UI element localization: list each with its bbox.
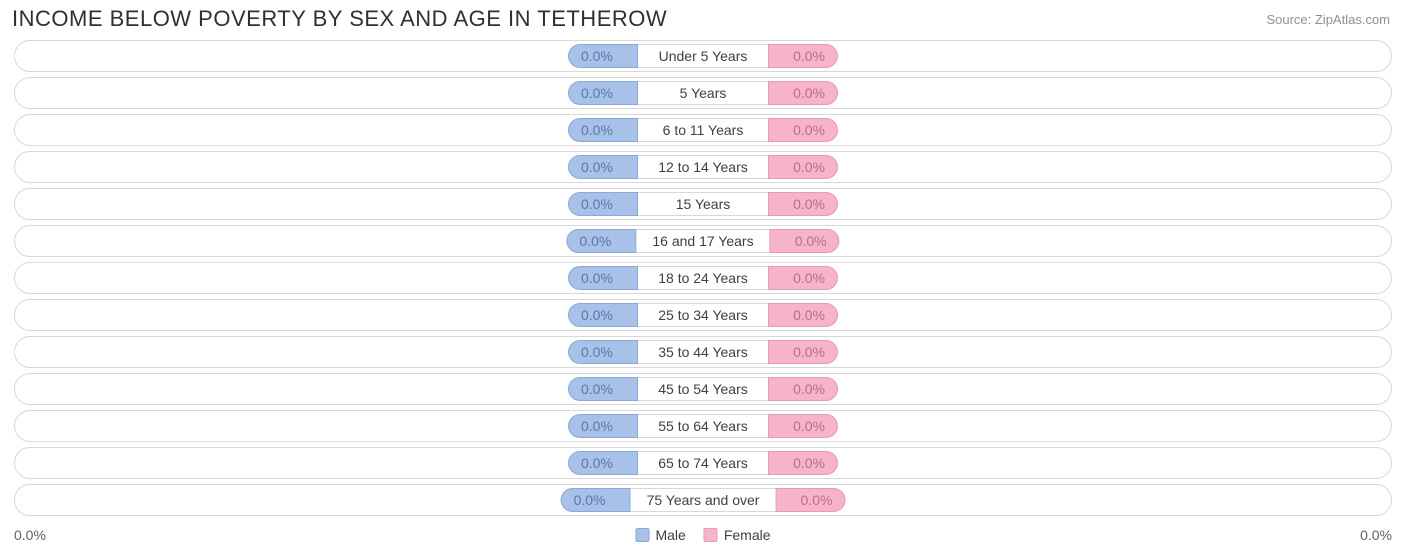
chart-row: 0.0%65 to 74 Years0.0% bbox=[14, 447, 1392, 479]
age-label: 55 to 64 Years bbox=[638, 414, 768, 438]
row-center: 0.0%55 to 64 Years0.0% bbox=[568, 414, 838, 438]
row-center: 0.0%6 to 11 Years0.0% bbox=[568, 118, 838, 142]
chart-row: 0.0%75 Years and over0.0% bbox=[14, 484, 1392, 516]
male-value: 0.0% bbox=[568, 192, 638, 216]
male-value: 0.0% bbox=[568, 118, 638, 142]
age-label: 6 to 11 Years bbox=[638, 118, 768, 142]
row-center: 0.0%18 to 24 Years0.0% bbox=[568, 266, 838, 290]
chart-row: 0.0%55 to 64 Years0.0% bbox=[14, 410, 1392, 442]
axis-label-left: 0.0% bbox=[14, 527, 46, 543]
age-label: 12 to 14 Years bbox=[638, 155, 768, 179]
age-label: 5 Years bbox=[638, 81, 768, 105]
age-label: 16 and 17 Years bbox=[636, 229, 769, 253]
legend-item-female: Female bbox=[704, 527, 771, 543]
female-value: 0.0% bbox=[768, 44, 838, 68]
age-label: Under 5 Years bbox=[638, 44, 768, 68]
age-label: 35 to 44 Years bbox=[638, 340, 768, 364]
chart-body: 0.0%Under 5 Years0.0%0.0%5 Years0.0%0.0%… bbox=[0, 40, 1406, 516]
female-swatch-icon bbox=[704, 528, 718, 542]
female-value: 0.0% bbox=[768, 266, 838, 290]
male-value: 0.0% bbox=[568, 44, 638, 68]
age-label: 75 Years and over bbox=[631, 488, 776, 512]
row-center: 0.0%35 to 44 Years0.0% bbox=[568, 340, 838, 364]
chart-row: 0.0%6 to 11 Years0.0% bbox=[14, 114, 1392, 146]
chart-row: 0.0%35 to 44 Years0.0% bbox=[14, 336, 1392, 368]
male-value: 0.0% bbox=[568, 155, 638, 179]
male-value: 0.0% bbox=[568, 414, 638, 438]
chart-row: 0.0%18 to 24 Years0.0% bbox=[14, 262, 1392, 294]
female-value: 0.0% bbox=[768, 81, 838, 105]
chart-header: INCOME BELOW POVERTY BY SEX AND AGE IN T… bbox=[0, 0, 1406, 40]
age-label: 25 to 34 Years bbox=[638, 303, 768, 327]
legend: Male Female bbox=[635, 527, 770, 543]
chart-row: 0.0%5 Years0.0% bbox=[14, 77, 1392, 109]
male-value: 0.0% bbox=[568, 303, 638, 327]
female-value: 0.0% bbox=[770, 229, 840, 253]
female-value: 0.0% bbox=[768, 451, 838, 475]
male-value: 0.0% bbox=[568, 81, 638, 105]
chart-row: 0.0%45 to 54 Years0.0% bbox=[14, 373, 1392, 405]
male-value: 0.0% bbox=[568, 340, 638, 364]
legend-male-label: Male bbox=[655, 527, 685, 543]
male-value: 0.0% bbox=[561, 488, 631, 512]
female-value: 0.0% bbox=[768, 118, 838, 142]
chart-row: 0.0%15 Years0.0% bbox=[14, 188, 1392, 220]
row-center: 0.0%15 Years0.0% bbox=[568, 192, 838, 216]
male-swatch-icon bbox=[635, 528, 649, 542]
female-value: 0.0% bbox=[768, 155, 838, 179]
chart-row: 0.0%25 to 34 Years0.0% bbox=[14, 299, 1392, 331]
row-center: 0.0%5 Years0.0% bbox=[568, 81, 838, 105]
female-value: 0.0% bbox=[768, 303, 838, 327]
chart-footer: 0.0% Male Female 0.0% bbox=[0, 521, 1406, 549]
axis-label-right: 0.0% bbox=[1360, 527, 1392, 543]
male-value: 0.0% bbox=[566, 229, 636, 253]
male-value: 0.0% bbox=[568, 266, 638, 290]
female-value: 0.0% bbox=[768, 192, 838, 216]
age-label: 18 to 24 Years bbox=[638, 266, 768, 290]
age-label: 15 Years bbox=[638, 192, 768, 216]
row-center: 0.0%16 and 17 Years0.0% bbox=[566, 229, 839, 253]
row-center: 0.0%75 Years and over0.0% bbox=[561, 488, 846, 512]
female-value: 0.0% bbox=[768, 414, 838, 438]
chart-row: 0.0%Under 5 Years0.0% bbox=[14, 40, 1392, 72]
chart-row: 0.0%16 and 17 Years0.0% bbox=[14, 225, 1392, 257]
female-value: 0.0% bbox=[768, 340, 838, 364]
female-value: 0.0% bbox=[775, 488, 845, 512]
male-value: 0.0% bbox=[568, 451, 638, 475]
chart-row: 0.0%12 to 14 Years0.0% bbox=[14, 151, 1392, 183]
age-label: 45 to 54 Years bbox=[638, 377, 768, 401]
legend-item-male: Male bbox=[635, 527, 685, 543]
chart-source: Source: ZipAtlas.com bbox=[1266, 12, 1390, 27]
row-center: 0.0%65 to 74 Years0.0% bbox=[568, 451, 838, 475]
female-value: 0.0% bbox=[768, 377, 838, 401]
chart-title: INCOME BELOW POVERTY BY SEX AND AGE IN T… bbox=[12, 6, 667, 32]
row-center: 0.0%25 to 34 Years0.0% bbox=[568, 303, 838, 327]
legend-female-label: Female bbox=[724, 527, 771, 543]
row-center: 0.0%45 to 54 Years0.0% bbox=[568, 377, 838, 401]
row-center: 0.0%Under 5 Years0.0% bbox=[568, 44, 838, 68]
age-label: 65 to 74 Years bbox=[638, 451, 768, 475]
row-center: 0.0%12 to 14 Years0.0% bbox=[568, 155, 838, 179]
male-value: 0.0% bbox=[568, 377, 638, 401]
